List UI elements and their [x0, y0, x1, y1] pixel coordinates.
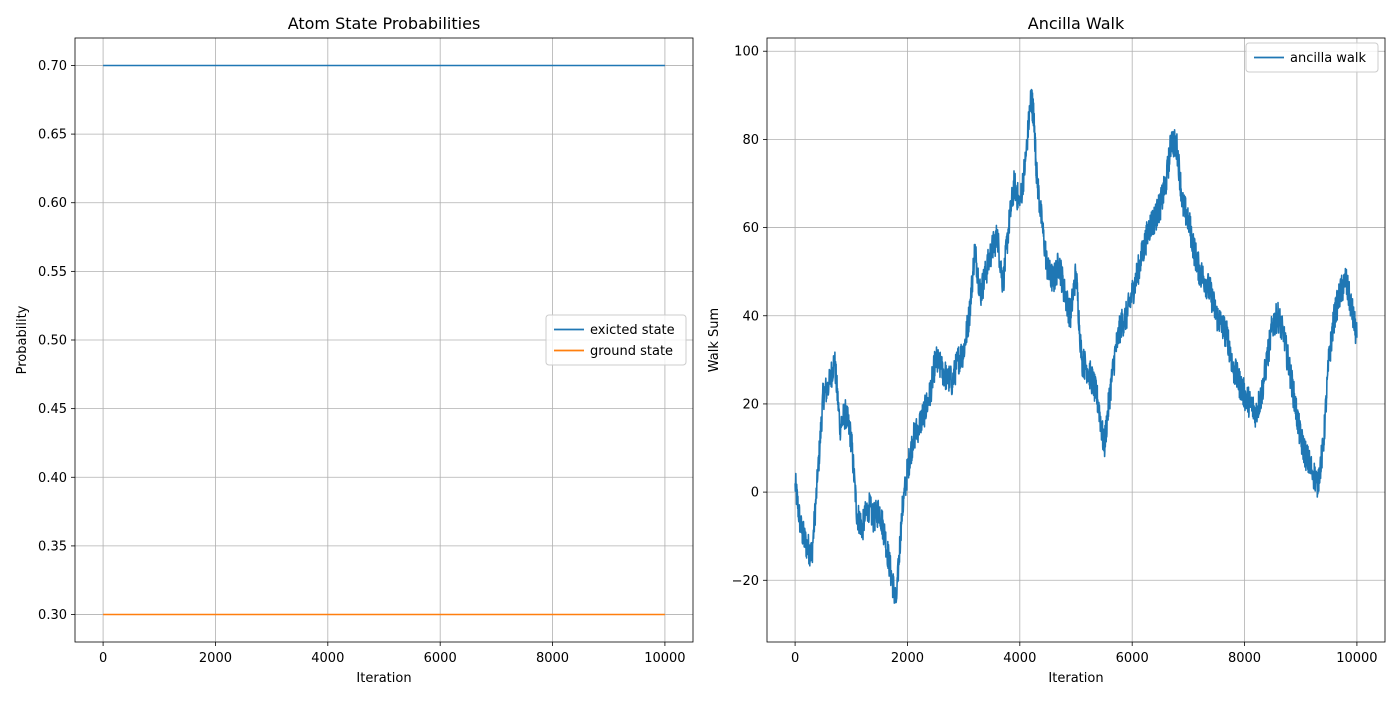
probability-legend-box	[545, 314, 687, 366]
probability-y-tick-label: 0.45	[38, 402, 67, 417]
probability-y-axis-label: Probability	[15, 305, 30, 374]
ancilla-walk-y-tick-label: 20	[742, 397, 759, 412]
probability-y-tick-label: 0.60	[38, 196, 67, 211]
ancilla-walk-ticks: 0 2000 4000 6000 8000 10000 −20 0 20 40 60 80 100	[732, 45, 1378, 666]
ancilla-walk-plot-frame	[766, 37, 1386, 643]
ancilla-walk-grid	[767, 38, 1385, 642]
ancilla-walk-y-tick-label: 40	[742, 309, 759, 324]
ancilla-walk-x-tick-label: 10000	[1336, 651, 1377, 666]
probability-legend-label: exicted state	[590, 323, 675, 338]
probability-x-tick-label: 10000	[644, 651, 685, 666]
probability-chart-panel: 0 2000 4000 6000 8000 10000 0.30 0.35 0.40 0.45 0.…	[15, 14, 694, 686]
probability-legend: exicted state ground state	[545, 314, 687, 366]
ancilla-walk-x-axis-label: Iteration	[1048, 671, 1103, 686]
probability-legend-label: ground state	[590, 344, 673, 359]
ancilla-walk-series-layer	[794, 88, 1358, 604]
ancilla-walk-chart-title: Ancilla Walk	[1028, 14, 1125, 33]
probability-y-tick-label: 0.35	[38, 539, 67, 554]
probability-x-tick-label: 2000	[199, 651, 232, 666]
probability-x-axis-label: Iteration	[356, 671, 411, 686]
ancilla-walk-legend-box	[1245, 42, 1379, 73]
probability-x-tick-label: 4000	[311, 651, 344, 666]
probability-series-layer	[103, 64, 665, 616]
ancilla-walk-y-tick-label: −20	[732, 574, 759, 589]
ancilla-walk-chart-panel: 0 2000 4000 6000 8000 10000 −20 0 20 40 60 80 100 An…	[707, 14, 1386, 686]
ancilla-walk-series-line-0	[794, 88, 1358, 604]
probability-y-tick-label: 0.50	[38, 334, 67, 349]
ancilla-walk-x-tick-label: 6000	[1116, 651, 1149, 666]
ancilla-walk-legend-label: ancilla walk	[1290, 51, 1366, 66]
ancilla-walk-legend: ancilla walk	[1245, 42, 1379, 73]
ancilla-walk-y-tick-label: 60	[742, 221, 759, 236]
probability-y-tick-label: 0.65	[38, 128, 67, 143]
ancilla-walk-y-tick-label: 0	[751, 486, 759, 501]
probability-x-tick-label: 6000	[424, 651, 457, 666]
probability-y-tick-label: 0.70	[38, 59, 67, 74]
ancilla-walk-x-tick-label: 8000	[1228, 651, 1261, 666]
probability-x-tick-label: 0	[99, 651, 107, 666]
ancilla-walk-x-tick-label: 4000	[1003, 651, 1036, 666]
ancilla-walk-y-axis-label: Walk Sum	[707, 308, 722, 372]
ancilla-walk-x-tick-label: 0	[791, 651, 799, 666]
ancilla-walk-y-tick-label: 80	[742, 133, 759, 148]
probability-ticks: 0 2000 4000 6000 8000 10000 0.30 0.35 0.40 0.45 0.…	[38, 59, 686, 666]
probability-y-tick-label: 0.40	[38, 471, 67, 486]
probability-chart-title: Atom State Probabilities	[288, 14, 481, 33]
probability-x-tick-label: 8000	[536, 651, 569, 666]
ancilla-walk-y-tick-label: 100	[734, 45, 759, 60]
ancilla-walk-x-tick-label: 2000	[891, 651, 924, 666]
probability-y-tick-label: 0.55	[38, 265, 67, 280]
probability-y-tick-label: 0.30	[38, 608, 67, 623]
